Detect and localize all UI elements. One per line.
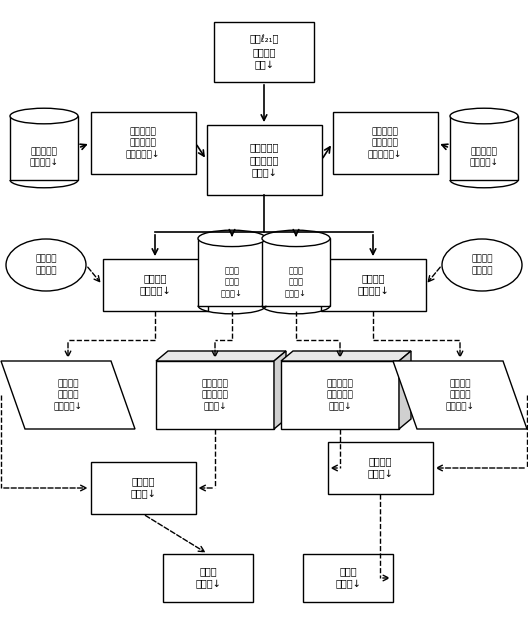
- Ellipse shape: [6, 239, 86, 291]
- Text: 图像模态
哈希函数↓: 图像模态 哈希函数↓: [139, 273, 171, 297]
- Text: 基于文本模
态锚点图的
相似性保持↓: 基于文本模 态锚点图的 相似性保持↓: [368, 127, 402, 159]
- Bar: [262, 238, 330, 306]
- Polygon shape: [399, 351, 411, 429]
- Ellipse shape: [450, 108, 518, 124]
- Bar: [198, 238, 266, 306]
- FancyBboxPatch shape: [90, 462, 195, 514]
- Text: 图像模态检
索样本集哈
希编码↓: 图像模态检 索样本集哈 希编码↓: [202, 379, 229, 411]
- FancyBboxPatch shape: [320, 259, 426, 311]
- Polygon shape: [156, 361, 274, 429]
- Ellipse shape: [198, 230, 266, 247]
- Polygon shape: [281, 351, 411, 361]
- Polygon shape: [1, 361, 135, 429]
- Text: 基于ℓ₂₁范
数的特征
选择↓: 基于ℓ₂₁范 数的特征 选择↓: [249, 34, 279, 70]
- Text: 跨模态
检索器↓: 跨模态 检索器↓: [195, 567, 221, 589]
- FancyBboxPatch shape: [303, 554, 393, 602]
- Text: 汉明距离
计算器↓: 汉明距离 计算器↓: [367, 456, 393, 480]
- Polygon shape: [156, 351, 286, 361]
- Ellipse shape: [442, 239, 522, 291]
- Text: 图像模态
查询样本: 图像模态 查询样本: [35, 255, 56, 275]
- Text: 文本模态
查询样本
哈希编码↓: 文本模态 查询样本 哈希编码↓: [446, 379, 475, 411]
- Text: 汉明距离
计算器↓: 汉明距离 计算器↓: [130, 476, 156, 499]
- Bar: [450, 116, 518, 180]
- Polygon shape: [274, 351, 286, 429]
- FancyBboxPatch shape: [206, 125, 322, 195]
- FancyBboxPatch shape: [214, 22, 314, 82]
- Text: 文本模态
查询样本: 文本模态 查询样本: [472, 255, 493, 275]
- Text: 文本模态训
练样本集↓: 文本模态训 练样本集↓: [469, 148, 498, 168]
- Ellipse shape: [262, 230, 330, 247]
- Text: 文本模
态检索
样本集↓: 文本模 态检索 样本集↓: [285, 266, 307, 298]
- FancyBboxPatch shape: [327, 442, 432, 494]
- Text: 基于锚点图
的跨模态哈
希学习↓: 基于锚点图 的跨模态哈 希学习↓: [249, 142, 279, 178]
- Ellipse shape: [10, 108, 78, 124]
- Polygon shape: [393, 361, 527, 429]
- Text: 文本模态
哈希函数↓: 文本模态 哈希函数↓: [357, 273, 389, 297]
- FancyBboxPatch shape: [102, 259, 208, 311]
- Text: 图像模态
查询样本
哈希编码↓: 图像模态 查询样本 哈希编码↓: [53, 379, 82, 411]
- Text: 图像模
态检索
样本集↓: 图像模 态检索 样本集↓: [221, 266, 243, 298]
- Text: 跨模态
检索器↓: 跨模态 检索器↓: [335, 567, 361, 589]
- Polygon shape: [281, 361, 399, 429]
- FancyBboxPatch shape: [90, 112, 195, 174]
- Bar: [10, 116, 78, 180]
- Text: 基于图像模
态锚点图的
相似性保持↓: 基于图像模 态锚点图的 相似性保持↓: [126, 127, 160, 159]
- Text: 图像模态训
练样本集↓: 图像模态训 练样本集↓: [30, 148, 59, 168]
- Text: 文本模态检
索样本集哈
希编码↓: 文本模态检 索样本集哈 希编码↓: [326, 379, 353, 411]
- FancyBboxPatch shape: [333, 112, 438, 174]
- FancyBboxPatch shape: [163, 554, 253, 602]
